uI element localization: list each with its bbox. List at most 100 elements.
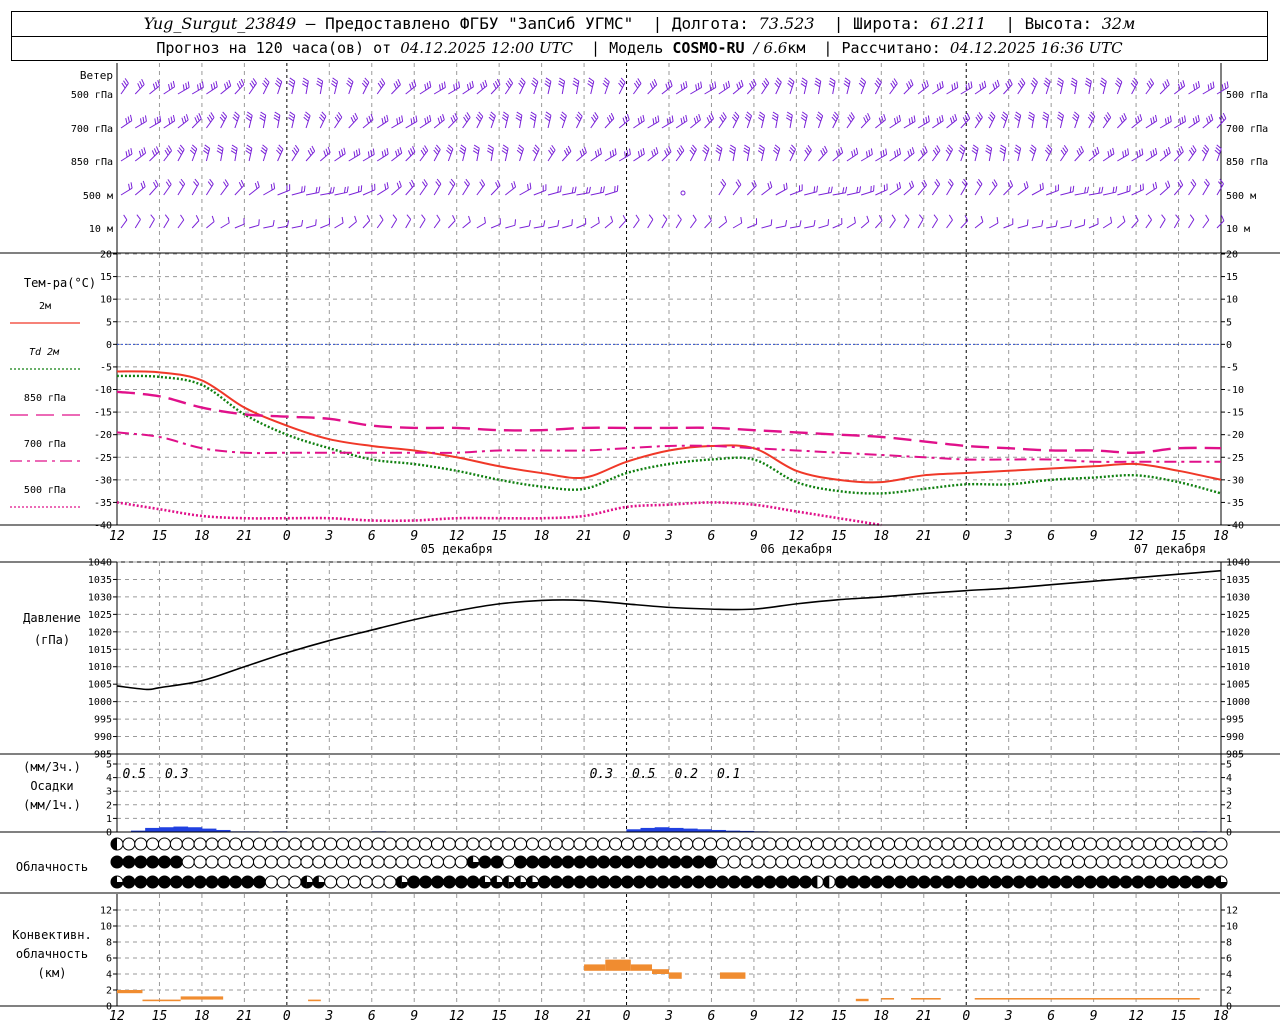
wind-barb-flag <box>178 147 184 153</box>
wind-barb-shaft <box>647 84 658 95</box>
wind-barb-flag <box>743 147 750 152</box>
wind-barb-shaft <box>533 148 540 162</box>
cloud-symbol <box>822 837 836 851</box>
wind-barb-flag <box>587 83 593 88</box>
wind-barb-shaft <box>1003 185 1013 196</box>
cloud-symbol-fill <box>490 876 503 888</box>
wind-barb-flag <box>693 117 697 124</box>
wind-barb-shaft <box>1188 219 1195 229</box>
wind-barb-shaft <box>1074 192 1088 196</box>
wind-barb-flag <box>740 216 743 224</box>
wind-barb-flag <box>386 148 389 155</box>
cloud-symbol-circle <box>1143 837 1157 851</box>
cloud-symbol-fill <box>728 876 741 888</box>
cloud-symbol-fill <box>562 876 575 888</box>
wind-barb-flag <box>420 149 425 156</box>
wind-barb-flag <box>238 181 243 188</box>
cloud-symbol <box>347 875 361 889</box>
wind-barb-flag <box>558 83 564 88</box>
y-tick-label-left: -10 <box>94 385 112 396</box>
wind-barb-shaft <box>248 224 259 229</box>
wind-barb-flag <box>1058 111 1064 116</box>
wind-barb-shaft <box>946 183 954 196</box>
cloud-symbol <box>858 837 872 851</box>
wind-barb-shaft <box>803 149 812 162</box>
wind-barb-shaft <box>1103 191 1116 196</box>
cloud-symbol <box>751 855 765 869</box>
wind-barb-shaft <box>846 153 858 162</box>
wind-barb-shaft <box>931 150 941 162</box>
cloud-symbol-fill <box>1131 876 1144 888</box>
time-tick-label: 18 <box>534 529 550 544</box>
cloud-symbol <box>478 855 492 869</box>
wind-barb-flag <box>648 214 654 220</box>
wind-barb-shaft <box>960 183 968 196</box>
cloud-symbol-circle <box>846 837 860 851</box>
cloud-symbol-fill <box>704 876 717 888</box>
cloud-symbol <box>1000 837 1014 851</box>
wind-barb-flag <box>393 83 397 89</box>
cloud-symbol <box>537 875 551 889</box>
cloud-symbol <box>1072 837 1086 851</box>
wind-barb-shaft <box>405 184 415 196</box>
cloud-symbol <box>383 875 397 889</box>
wind-barb-shaft <box>817 81 822 95</box>
cloud-symbol-circle <box>502 855 516 869</box>
precipitation-title: Осадки <box>30 779 73 793</box>
cloud-symbol-fill <box>573 876 586 888</box>
wind-barb-flag <box>123 80 128 86</box>
wind-barb-flag <box>757 150 764 155</box>
y-tick-label-right: 3 <box>1226 787 1232 798</box>
wind-barb-flag <box>604 77 610 83</box>
cloud-symbol-fill <box>550 876 563 888</box>
wind-barb-flag <box>680 84 683 91</box>
wind-barb-flag <box>142 116 145 123</box>
wind-barb-flag <box>321 111 327 117</box>
wind-barb-flag <box>1014 150 1020 155</box>
cloud-symbol <box>359 875 373 889</box>
wind-barb-shaft <box>1003 84 1013 95</box>
wind-barb-flag <box>473 144 480 149</box>
wind-barb-shaft <box>561 81 566 95</box>
y-tick-label-left: 1025 <box>88 610 112 621</box>
wind-barb-flag <box>703 147 709 152</box>
wind-barb-flag <box>1124 149 1127 156</box>
wind-barb-shaft <box>732 116 740 129</box>
cloud-symbol <box>478 875 492 889</box>
wind-barb-flag <box>772 114 778 119</box>
wind-barb-flag <box>667 81 671 88</box>
cloud-symbol-circle <box>324 875 338 889</box>
cloud-symbol <box>359 855 373 869</box>
wind-barb-flag <box>863 117 867 123</box>
wind-barb-shaft <box>590 153 602 162</box>
wind-barb-shaft <box>1031 115 1035 129</box>
time-tick-label-bottom: 9 <box>1090 1009 1098 1024</box>
time-tick-label: 6 <box>368 529 376 544</box>
cloud-symbol-circle <box>988 837 1002 851</box>
wind-barb-flag <box>532 80 538 85</box>
cloud-symbol-fill <box>122 856 135 868</box>
time-tick-label-bottom: 9 <box>410 1009 418 1024</box>
y-tick-label-left: 0 <box>106 828 112 839</box>
wind-barb-flag <box>581 148 585 155</box>
wind-barb-flag <box>682 116 686 123</box>
wind-barb-flag <box>517 147 523 152</box>
cloud-symbol-fill <box>811 876 818 888</box>
wind-level-label-left: 10 м <box>89 224 113 235</box>
wind-barb-flag <box>331 80 338 85</box>
wind-barb-flag <box>949 117 953 124</box>
cloud-symbol-circle <box>787 855 801 869</box>
wind-barb-shaft <box>433 183 442 196</box>
time-tick-label: 0 <box>623 529 631 544</box>
temperature-legend-label: 2м <box>39 301 51 312</box>
cloud-symbol <box>454 837 468 851</box>
wind-barb-flag <box>1086 186 1090 193</box>
y-tick-label-left: 12 <box>100 906 112 917</box>
wind-barb-flag <box>203 147 210 152</box>
wind-barb-flag <box>1005 83 1009 89</box>
cloud-symbol-circle <box>763 837 777 851</box>
wind-barb-flag <box>635 80 640 87</box>
wind-barb-shaft <box>661 121 674 129</box>
wind-barb-flag <box>1116 80 1122 85</box>
model-name: COSMO-RU <box>672 39 745 57</box>
